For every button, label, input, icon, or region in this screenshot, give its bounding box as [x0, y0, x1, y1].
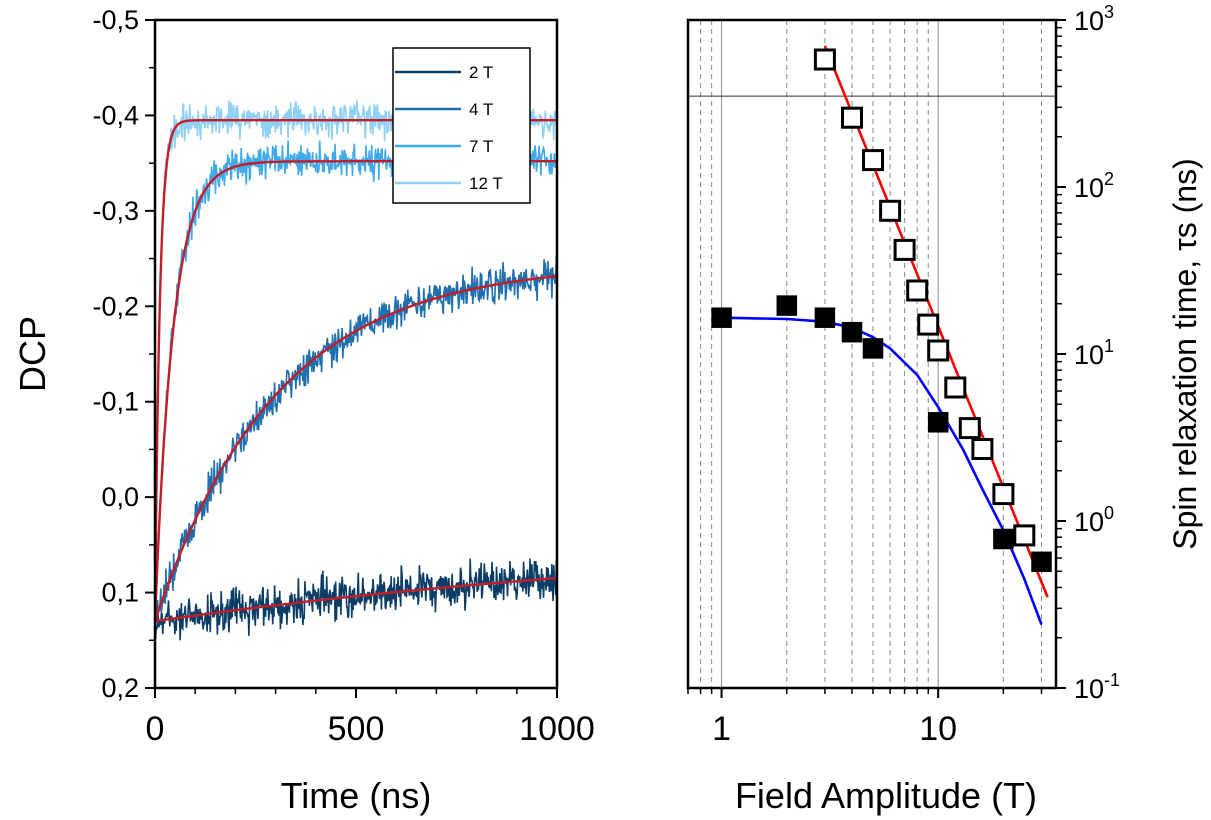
- legend-label: 4 T: [469, 100, 493, 119]
- y-tick-label: -0,1: [92, 387, 139, 417]
- x-tick-label: 0: [146, 710, 165, 748]
- right-ticks: 1 10 10-1 100 101 102 103: [687, 2, 1120, 748]
- data-point-open: [879, 199, 902, 222]
- fit-curve-0: [155, 576, 557, 623]
- data-point-filled: [1031, 551, 1052, 573]
- series-line-7t: [155, 140, 557, 623]
- y-tick-label: 101: [1074, 336, 1114, 370]
- data-point-open: [944, 376, 967, 399]
- data-point-filled: [711, 307, 732, 328]
- fit-curve-2: [155, 160, 557, 622]
- y-tick-label: 0,2: [101, 673, 139, 703]
- data-point-open: [813, 48, 836, 71]
- legend: 2 T 4 T 7 T 12 T: [392, 47, 531, 204]
- left-chart: -0,5 -0,4 -0,3 -0,2 -0,1 0,0 0,1 0,20 500 1000 Ti…: [12, 5, 595, 816]
- right-fit-curve-1: [721, 316, 1043, 625]
- data-point-open: [906, 279, 929, 302]
- y-tick-label: 10-1: [1074, 670, 1120, 704]
- left-x-axis-title: Time (ns): [281, 775, 432, 816]
- data-point-open: [917, 313, 940, 336]
- data-point-open: [841, 106, 863, 129]
- y-tick-label: 103: [1074, 2, 1114, 36]
- fit-curve-1: [155, 274, 557, 622]
- data-point-open: [862, 149, 884, 172]
- data-point-open: [992, 483, 1015, 506]
- legend-label: 7 T: [469, 137, 493, 156]
- data-point-open: [927, 339, 950, 362]
- y-tick-label: -0,3: [92, 196, 139, 226]
- y-tick-label: -0,5: [92, 5, 139, 35]
- legend-label: 12 T: [469, 174, 503, 193]
- right-y-axis-title: Spin relaxation time, τs (ns): [1167, 158, 1203, 549]
- left-y-axis-title: DCP: [12, 316, 53, 392]
- x-tick-label: 10: [919, 710, 957, 748]
- series-line-2t: [155, 558, 557, 641]
- data-point-open: [971, 438, 994, 460]
- data-point-filled: [862, 338, 884, 359]
- y-tick-label: -0,2: [92, 291, 139, 321]
- right-markers: [711, 48, 1052, 573]
- data-point-filled: [776, 295, 798, 316]
- data-point-filled: [927, 412, 949, 433]
- data-point-filled: [993, 528, 1014, 550]
- y-tick-label: -0,4: [92, 100, 139, 130]
- legend-label: 2 T: [469, 63, 493, 82]
- data-point-open: [1013, 524, 1036, 547]
- y-tick-label: 0,1: [101, 578, 139, 608]
- data-point-filled: [841, 321, 863, 343]
- y-tick-label: 100: [1074, 503, 1114, 537]
- legend-box: [392, 47, 531, 204]
- data-point-filled: [814, 307, 836, 328]
- data-point-open: [893, 238, 916, 261]
- x-tick-label: 500: [328, 710, 385, 748]
- y-tick-label: 0,0: [101, 482, 139, 512]
- data-point-open: [958, 417, 981, 440]
- y-tick-label: 102: [1074, 169, 1114, 203]
- left-ticks: -0,5 -0,4 -0,3 -0,2 -0,1 0,0 0,1 0,20 500 1000: [92, 5, 594, 748]
- right-x-axis-title: Field Amplitude (T): [735, 775, 1037, 816]
- x-tick-label: 1000: [519, 710, 595, 748]
- x-tick-label: 1: [712, 710, 731, 748]
